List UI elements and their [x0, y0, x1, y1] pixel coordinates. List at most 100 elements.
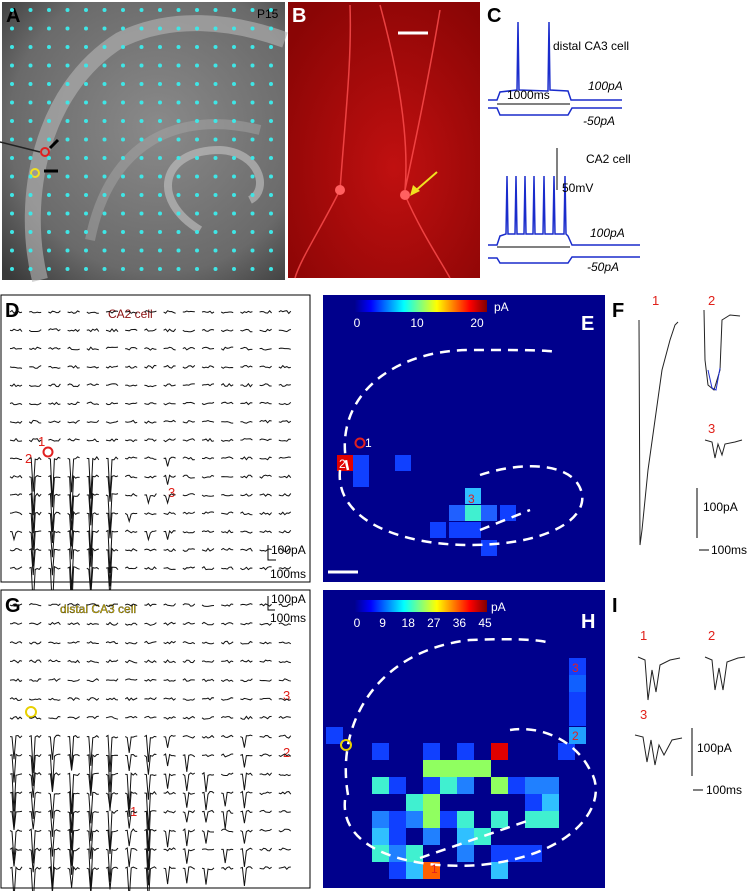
stim-site	[158, 193, 162, 197]
response-trace	[144, 566, 157, 571]
response-trace	[182, 866, 196, 884]
response-trace	[163, 456, 176, 467]
panel-label: A	[6, 5, 20, 27]
stim-site	[102, 248, 107, 253]
response-trace	[259, 603, 272, 607]
trace-label: 2	[708, 628, 715, 643]
response-trace	[163, 659, 176, 664]
response-trace	[48, 678, 61, 682]
response-trace	[67, 865, 80, 888]
colorbar-tick: 20	[470, 316, 484, 330]
response-trace	[278, 566, 292, 570]
response-trace	[48, 365, 61, 369]
response-trace	[48, 829, 61, 857]
heatmap-cell	[491, 845, 508, 862]
arrow	[413, 171, 438, 193]
colorbar-unit: pA	[491, 600, 506, 614]
heatmap-cell	[423, 828, 440, 845]
voltage-trace	[488, 175, 640, 246]
response-trace	[86, 346, 99, 351]
response-trace	[86, 810, 99, 842]
response-trace	[124, 566, 138, 570]
heatmap-cell	[481, 540, 497, 556]
voltage-scale: 50mV	[562, 181, 593, 195]
response-trace	[221, 809, 234, 829]
response-trace	[86, 474, 100, 519]
response-trace	[220, 697, 234, 701]
stim-site	[232, 193, 236, 197]
stim-site	[10, 45, 14, 49]
cell-marker	[354, 437, 366, 449]
response-trace	[29, 365, 42, 369]
response-trace	[67, 735, 80, 769]
response-trace	[201, 641, 215, 645]
stim-site	[47, 137, 51, 142]
stim-site	[65, 248, 70, 253]
trace-label: 1	[640, 628, 647, 643]
response-trace	[124, 847, 138, 868]
response-trace	[182, 530, 196, 534]
response-trace	[259, 659, 272, 663]
response-trace	[9, 511, 23, 516]
response-trace	[28, 659, 42, 664]
stim-site	[65, 156, 70, 160]
response-trace	[163, 548, 176, 552]
response-trace	[144, 402, 157, 405]
response-trace	[182, 511, 196, 515]
panel-label: G	[5, 595, 21, 617]
stim-site	[176, 248, 181, 253]
stim-site	[121, 82, 125, 86]
response-trace	[201, 511, 215, 515]
response-trace	[163, 530, 176, 540]
response-trace	[9, 697, 23, 702]
stim-site	[195, 174, 199, 179]
response-trace	[29, 753, 42, 787]
heatmap-cell	[569, 675, 586, 692]
response-trace	[221, 659, 234, 664]
stim-site	[176, 26, 181, 31]
response-trace	[105, 621, 119, 626]
response-trace	[86, 753, 99, 790]
stim-site	[10, 26, 14, 31]
stim-site	[84, 137, 88, 142]
response-trace	[105, 603, 118, 607]
response-trace	[28, 698, 42, 701]
stim-site	[47, 156, 51, 160]
response-trace	[201, 678, 215, 683]
response-trace	[163, 493, 176, 505]
response-trace	[259, 365, 272, 369]
response-trace	[221, 866, 234, 871]
heatmap-cell	[337, 455, 353, 471]
stim-site	[65, 211, 70, 216]
cell-layer	[85, 119, 262, 241]
response-trace	[240, 753, 253, 768]
response-trace	[259, 791, 272, 796]
response-trace	[163, 753, 176, 767]
colorbar-tick: 27	[427, 616, 441, 630]
response-trace	[9, 493, 23, 497]
response-trace	[259, 679, 272, 682]
response-trace	[9, 402, 23, 406]
response-trace	[105, 438, 119, 443]
heatmap-cell	[465, 505, 481, 521]
stim-site	[158, 100, 162, 105]
stim-site	[269, 267, 273, 271]
trace-label: 1	[652, 293, 659, 308]
response-trace	[182, 810, 196, 823]
response-trace	[125, 810, 138, 829]
response-trace	[105, 792, 119, 809]
stim-site	[158, 156, 162, 160]
stim-site	[102, 26, 107, 31]
trace-label: 3	[640, 707, 647, 722]
stim-site	[269, 100, 273, 105]
stim-site	[121, 8, 125, 12]
response-trace	[259, 753, 272, 757]
response-trace	[240, 493, 253, 497]
stim-site	[28, 230, 33, 234]
stim-site	[10, 100, 14, 105]
response-trace	[29, 475, 42, 516]
cell-name: distal CA3 cell	[553, 39, 629, 53]
stim-site	[121, 174, 125, 179]
response-trace	[259, 493, 272, 497]
response-trace	[9, 716, 23, 720]
